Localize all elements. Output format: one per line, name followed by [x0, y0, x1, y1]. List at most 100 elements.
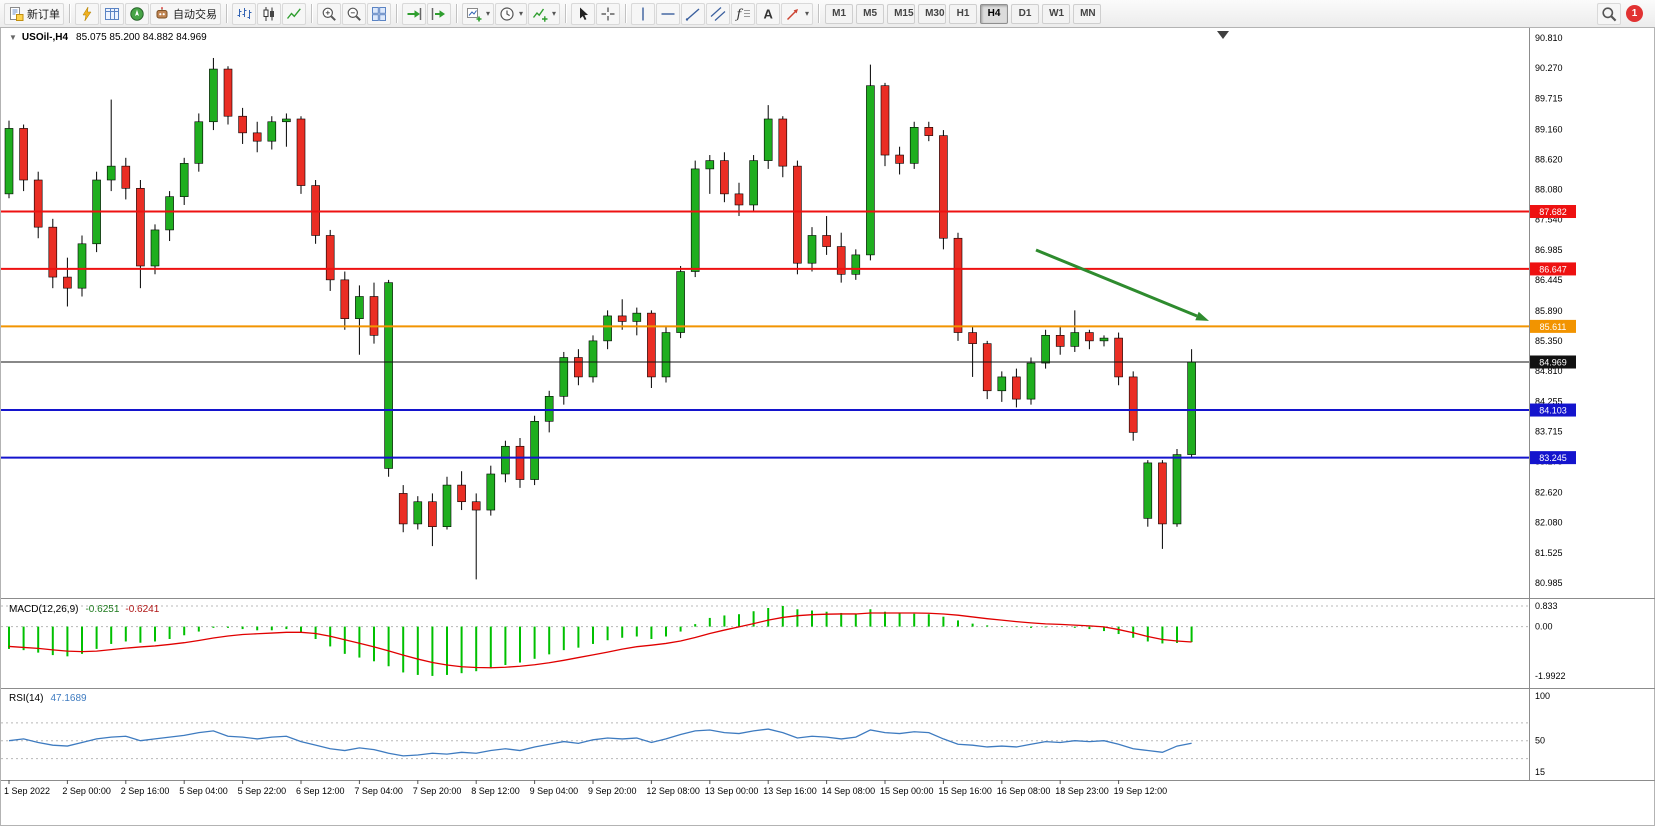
indicators-button[interactable]: ▾ — [528, 2, 561, 25]
bear-candle — [428, 501, 437, 527]
bear-candle — [238, 115, 247, 134]
ohlc-collapse-icon[interactable]: ▼ — [9, 33, 17, 42]
bull-candle — [106, 165, 116, 181]
svg-text:84.103: 84.103 — [1539, 406, 1567, 416]
zoom-out-button[interactable] — [342, 2, 366, 25]
fibonacci-button[interactable]: ƒ — [731, 2, 756, 25]
price-axis-label: 86.445 — [1535, 275, 1563, 285]
bear-candle — [48, 226, 58, 278]
macd-name: MACD(12,26,9) — [9, 604, 79, 615]
tile-windows-icon — [371, 6, 387, 22]
svg-text:A: A — [764, 6, 774, 21]
cursor-button[interactable] — [571, 2, 596, 25]
auto-scroll-button[interactable] — [402, 2, 426, 25]
new-chart-button[interactable]: ▾ — [462, 2, 495, 25]
macd-label: MACD(12,26,9) -0.6251 -0.6241 — [9, 604, 159, 615]
timeframe-H1-button[interactable]: H1 — [949, 3, 978, 24]
bear-candle — [778, 118, 788, 167]
periods-button[interactable]: ▾ — [495, 2, 528, 25]
metaeditor-button[interactable] — [75, 2, 99, 25]
time-axis-label: 7 Sep 20:00 — [413, 786, 462, 796]
bull-candle — [763, 118, 773, 161]
price-axis-label: 84.810 — [1535, 366, 1563, 376]
bull-candle — [355, 296, 364, 319]
timeframe-M1-button[interactable]: M1 — [825, 3, 854, 24]
shift-marker-icon[interactable] — [1217, 31, 1229, 39]
arrows-button[interactable]: ▾ — [781, 2, 814, 25]
bear-candle — [19, 128, 28, 181]
chart-shift-button[interactable] — [427, 2, 451, 25]
rsi-scale-label: 100 — [1535, 691, 1550, 701]
toolbar-separator — [818, 4, 820, 23]
new-order-button[interactable]: 新订单 — [4, 2, 64, 25]
rsi-scale-label: 15 — [1535, 767, 1545, 777]
timeframe-M30-button[interactable]: M30 — [918, 3, 947, 24]
time-axis-label: 14 Sep 08:00 — [822, 786, 876, 796]
bear-candle — [1085, 332, 1094, 342]
timeframe-H4-button[interactable]: H4 — [980, 3, 1009, 24]
candlestick-series — [4, 57, 1196, 580]
timeframe-W1-button[interactable]: W1 — [1042, 3, 1071, 24]
bull-candle — [632, 312, 642, 322]
bull-candle — [413, 501, 423, 525]
bull-candle — [909, 127, 919, 164]
bear-candle — [720, 160, 729, 195]
price-axis-label: 81.525 — [1535, 548, 1563, 558]
bar-chart-button[interactable] — [232, 2, 256, 25]
price-badge-87.682: 87.682 — [1530, 205, 1576, 219]
rsi-name: RSI(14) — [9, 693, 44, 704]
bear-candle — [457, 484, 466, 503]
line-chart-button[interactable] — [282, 2, 306, 25]
bull-candle — [1041, 335, 1050, 364]
trend-arrow-annotation[interactable] — [1035, 248, 1209, 321]
time-axis-label: 12 Sep 08:00 — [646, 786, 700, 796]
bull-candle — [486, 473, 496, 511]
bull-candle — [866, 85, 875, 256]
autotrading-button[interactable]: 自动交易 — [150, 2, 221, 25]
price-badge-83.245: 83.245 — [1530, 451, 1576, 465]
candlestick-icon — [261, 6, 277, 22]
crosshair-button[interactable] — [596, 2, 621, 25]
bear-candle — [924, 127, 934, 136]
channel-button[interactable] — [706, 2, 731, 25]
market-watch-button[interactable] — [100, 2, 124, 25]
bear-candle — [398, 493, 408, 525]
timeframe-M5-button[interactable]: M5 — [856, 3, 885, 24]
channel-icon — [710, 6, 726, 22]
autotrading-button-label: 自动交易 — [173, 8, 217, 21]
new-order-icon — [8, 6, 24, 22]
bull-candle — [544, 396, 554, 422]
timeframe-M15-button[interactable]: M15 — [887, 3, 916, 24]
price-axis-label: 89.160 — [1535, 125, 1563, 135]
symbol-info: ▼ USOil-,H4 85.075 85.200 84.882 84.969 — [9, 32, 207, 43]
bull-candle — [384, 282, 393, 469]
trendline-button[interactable] — [681, 2, 706, 25]
bear-candle — [369, 296, 379, 336]
timeframe-D1-button[interactable]: D1 — [1011, 3, 1040, 24]
time-axis-label: 9 Sep 04:00 — [530, 786, 579, 796]
vertical-line-button[interactable] — [631, 2, 656, 25]
navigator-button[interactable] — [125, 2, 149, 25]
bull-candle — [705, 160, 715, 170]
bear-candle — [63, 276, 72, 289]
time-axis-label: 8 Sep 12:00 — [471, 786, 520, 796]
text-button[interactable]: A — [756, 2, 781, 25]
bull-candle — [501, 445, 510, 475]
bull-candle — [1070, 332, 1080, 347]
bull-candle — [194, 121, 204, 164]
time-axis-label: 6 Sep 12:00 — [296, 786, 345, 796]
bear-candle — [1012, 376, 1021, 400]
zoom-in-button[interactable] — [317, 2, 341, 25]
horizontal-line-button[interactable] — [656, 2, 681, 25]
time-axis-label: 18 Sep 23:00 — [1055, 786, 1109, 796]
timeframe-MN-button[interactable]: MN — [1073, 3, 1102, 24]
search-button[interactable] — [1597, 2, 1621, 25]
toolbar-items: 新订单 自动交易 ▾ ▾ ▾ ƒ A ▾ M1 M5 M15 M30 H1 H4 D1 W1 MN — [4, 2, 1102, 25]
bear-candle — [515, 445, 525, 480]
candlestick-chart-button[interactable] — [257, 2, 281, 25]
chart-canvas[interactable]: 90.810 90.270 89.715 89.160 88.620 88.080 87.5… — [1, 28, 1655, 826]
tile-windows-button[interactable] — [367, 2, 391, 25]
time-axis-label: 5 Sep 04:00 — [179, 786, 228, 796]
notification-badge[interactable]: 1 — [1626, 5, 1643, 22]
